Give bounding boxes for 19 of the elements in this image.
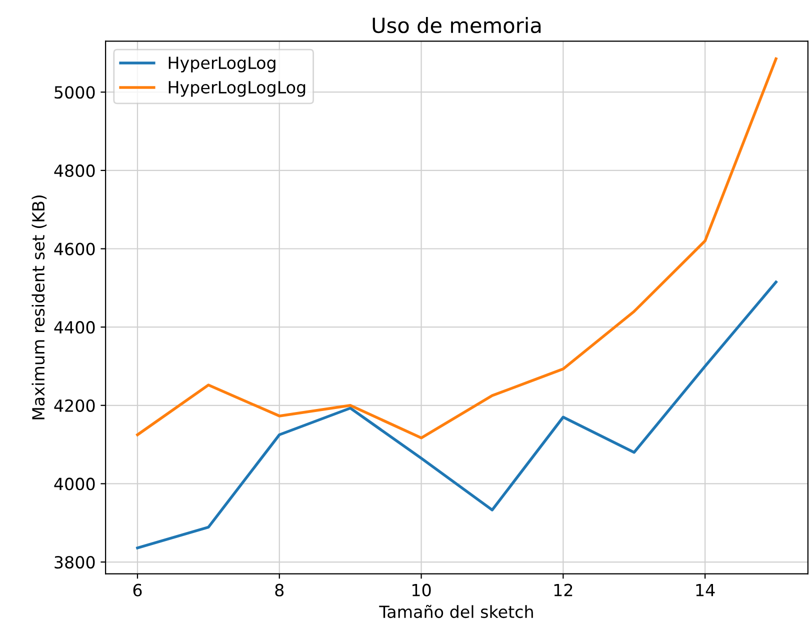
line-series	[136, 280, 778, 550]
y-tick-label: 3800	[54, 556, 95, 569]
chart-title: Uso de memoria	[372, 17, 541, 34]
y-axis-title: Maximum resident set (KB)	[32, 196, 47, 420]
x-tick-label: 14	[696, 584, 715, 596]
legend-label: HyperLogLogLog	[168, 81, 306, 97]
y-tick-label: 4600	[54, 242, 95, 256]
y-tick-label: 4000	[54, 478, 95, 490]
x-tick-label: 10	[412, 584, 431, 596]
y-tick-label: 4200	[54, 399, 95, 412]
x-axis-title: Tamaño del sketch	[379, 604, 533, 618]
x-tick-label: 8	[275, 584, 284, 596]
y-tick-label: 4400	[54, 321, 95, 334]
y-tick-label: 4800	[54, 164, 95, 178]
x-tick-label: 6	[133, 584, 142, 596]
line-series	[136, 57, 778, 440]
y-tick-label: 5000	[54, 86, 95, 99]
x-tick-label: 12	[554, 584, 572, 596]
legend-label: HyperLogLog	[168, 56, 276, 72]
